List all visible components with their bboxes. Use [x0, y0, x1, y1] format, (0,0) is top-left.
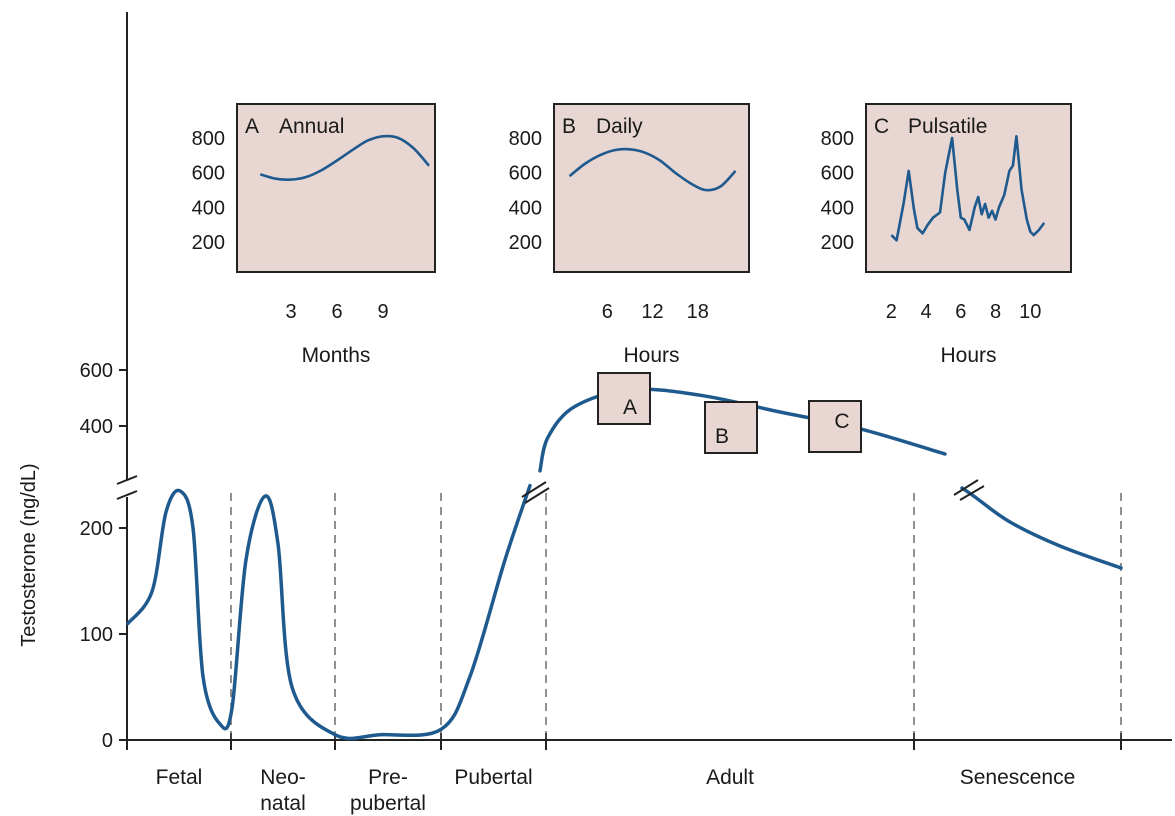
inset-C: C Pulsatile 200 400 600 800 2 4 6 8 10 Hours: [821, 103, 1072, 367]
inset-x-tick-label: 8: [990, 301, 1001, 323]
inset-x-tick-label: 4: [921, 301, 932, 323]
stage-label: Pubertal: [454, 766, 532, 789]
inset-title: Pulsatile: [908, 115, 987, 138]
marker-label: A: [623, 396, 637, 419]
marker-box: [597, 372, 651, 425]
marker-A: A: [597, 372, 651, 425]
marker-box: [808, 400, 862, 453]
inset-y-tick-label: 400: [821, 197, 854, 219]
inset-frame: [236, 103, 436, 273]
inset-x-tick-label: 6: [955, 301, 966, 323]
y-tick-label: 0: [102, 730, 113, 752]
inset-x-tick-label: 3: [285, 301, 296, 323]
inset-letter: A: [245, 115, 259, 138]
stage-label: Pre-: [368, 766, 408, 789]
inset-y-tick-label: 600: [509, 163, 542, 185]
stage-label: pubertal: [350, 792, 426, 815]
inset-series-line: [568, 147, 737, 192]
inset-x-tick-label: 12: [641, 301, 663, 323]
inset-y-tick-label: 800: [509, 128, 542, 150]
inset-x-tick-label: 6: [602, 301, 613, 323]
inset-x-tick-label: 6: [331, 301, 342, 323]
insets-layer: A Annual 200 400 600 800 3 6 9 Months B Daily 200 400…: [192, 103, 1072, 367]
marker-label: B: [715, 425, 729, 448]
inset-x-tick-label: 9: [377, 301, 388, 323]
inset-x-tick-label: 10: [1019, 301, 1041, 323]
y-tick-label: 400: [80, 416, 113, 438]
inset-y-tick-label: 200: [821, 232, 854, 254]
inset-A: A Annual 200 400 600 800 3 6 9 Months: [192, 103, 436, 367]
curve-break-senescence: [953, 479, 985, 501]
inset-series-line: [890, 135, 1046, 242]
stage-label: natal: [260, 792, 306, 815]
marker-C: C: [808, 400, 862, 453]
testosterone-curve-lower: [126, 483, 532, 741]
inset-y-tick-label: 200: [192, 232, 225, 254]
inset-x-axis-label: Hours: [940, 344, 996, 367]
inset-frame: [865, 103, 1072, 273]
inset-title: Annual: [279, 115, 344, 138]
inset-y-tick-label: 600: [821, 163, 854, 185]
y-axis-label: Testosterone (ng/dL): [18, 463, 40, 646]
stage-label: Neo-: [260, 766, 306, 789]
y-tick-label: 600: [80, 360, 113, 382]
y-tick-label: 100: [80, 624, 113, 646]
inset-y-tick-label: 800: [192, 128, 225, 150]
inset-x-axis-label: Months: [302, 344, 371, 367]
inset-B: B Daily 200 400 600 800 6 12 18 Hours: [509, 103, 750, 367]
stage-label: Adult: [706, 766, 754, 789]
stage-label: Senescence: [960, 766, 1076, 789]
inset-y-tick-label: 800: [821, 128, 854, 150]
inset-letter: C: [874, 115, 889, 138]
y-axis-break: [116, 475, 138, 500]
inset-x-axis-label: Hours: [623, 344, 679, 367]
main-chart: 0 100 200 400 600 Testosterone (ng/dL) Fetal Ne…: [18, 12, 1172, 815]
inset-x-tick-label: 18: [687, 301, 709, 323]
inset-title: Daily: [596, 115, 643, 138]
inset-y-tick-label: 400: [509, 197, 542, 219]
testosterone-curve-senescence: [960, 486, 1123, 570]
marker-B: B: [704, 401, 758, 454]
marker-box: [704, 401, 758, 454]
inset-y-tick-label: 400: [192, 197, 225, 219]
marker-label: C: [834, 410, 849, 433]
inset-series-line: [259, 134, 430, 182]
stage-label: Fetal: [156, 766, 203, 789]
inset-y-tick-label: 600: [192, 163, 225, 185]
y-tick-label: 200: [80, 518, 113, 540]
inset-x-tick-label: 2: [886, 301, 897, 323]
inset-y-tick-label: 200: [509, 232, 542, 254]
curve-break-pubertal: [521, 481, 550, 504]
inset-letter: B: [562, 115, 576, 138]
